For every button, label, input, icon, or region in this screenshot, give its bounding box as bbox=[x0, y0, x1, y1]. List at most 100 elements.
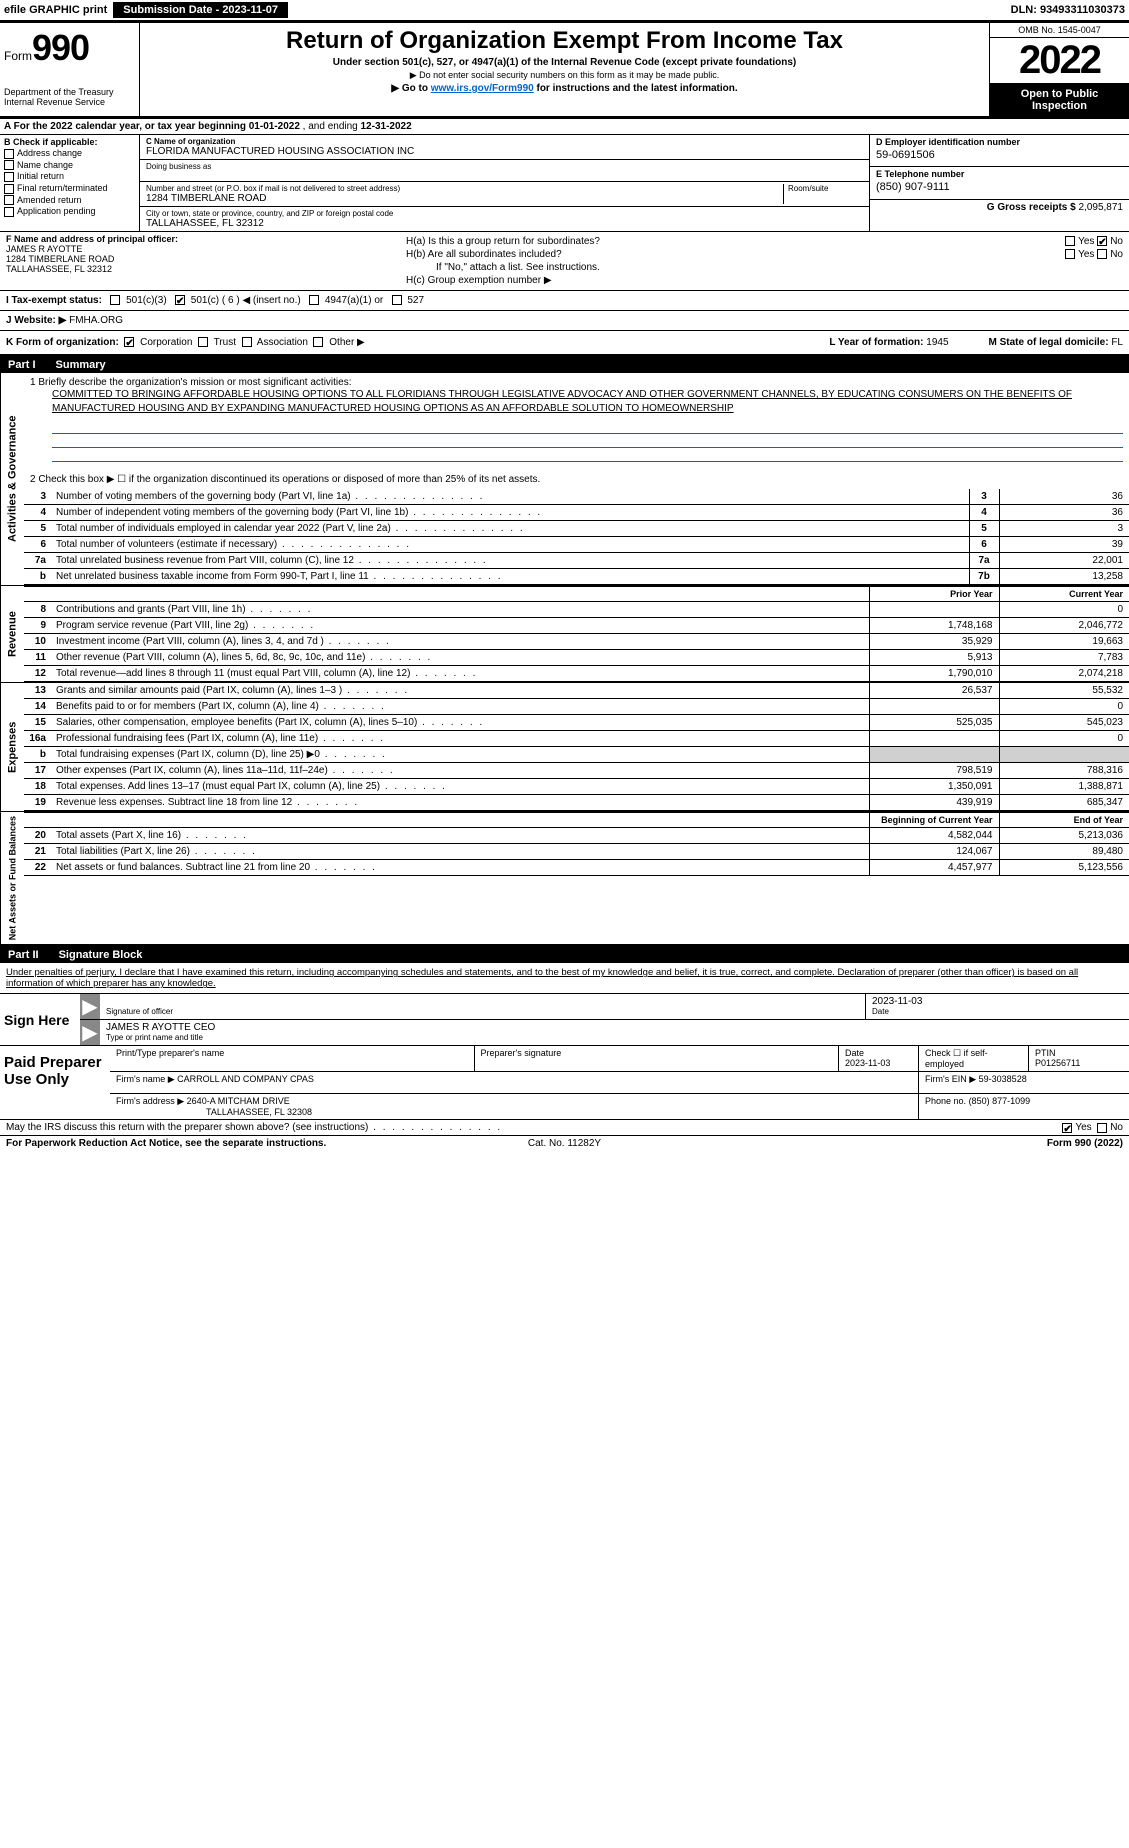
revenue-block: Revenue Prior YearCurrent Year 8Contribu… bbox=[0, 586, 1129, 683]
prep-date: 2023-11-03 bbox=[845, 1058, 912, 1068]
table-row: 5Total number of individuals employed in… bbox=[24, 521, 1129, 537]
org-name: FLORIDA MANUFACTURED HOUSING ASSOCIATION… bbox=[146, 146, 863, 157]
firm-addr1: 2640-A MITCHAM DRIVE bbox=[187, 1096, 290, 1106]
table-row: 13Grants and similar amounts paid (Part … bbox=[24, 683, 1129, 699]
cb-4947[interactable] bbox=[309, 295, 319, 305]
table-row: 7aTotal unrelated business revenue from … bbox=[24, 553, 1129, 569]
telephone: (850) 907-9111 bbox=[876, 181, 1123, 193]
signature-disclaimer: Under penalties of perjury, I declare th… bbox=[0, 963, 1129, 994]
col-f-officer: F Name and address of principal officer:… bbox=[0, 232, 400, 290]
cb-501c3[interactable] bbox=[110, 295, 120, 305]
table-row: 12Total revenue—add lines 8 through 11 (… bbox=[24, 666, 1129, 682]
cb-ha-no[interactable]: ✔ bbox=[1097, 236, 1107, 246]
table-row: 17Other expenses (Part IX, column (A), l… bbox=[24, 763, 1129, 779]
line-2: 2 Check this box ▶ ☐ if the organization… bbox=[24, 470, 1129, 489]
governance-table: 3Number of voting members of the governi… bbox=[24, 489, 1129, 585]
cb-hb-no[interactable] bbox=[1097, 249, 1107, 259]
table-row: 10Investment income (Part VIII, column (… bbox=[24, 634, 1129, 650]
cb-ha-yes[interactable] bbox=[1065, 236, 1075, 246]
table-row: bTotal fundraising expenses (Part IX, co… bbox=[24, 747, 1129, 763]
table-row: 15Salaries, other compensation, employee… bbox=[24, 715, 1129, 731]
cb-hb-yes[interactable] bbox=[1065, 249, 1075, 259]
sig-arrow-icon: ▶ bbox=[80, 994, 100, 1019]
street-address: 1284 TIMBERLANE ROAD bbox=[146, 193, 783, 204]
table-row: 18Total expenses. Add lines 13–17 (must … bbox=[24, 779, 1129, 795]
cb-corporation[interactable]: ✔ bbox=[124, 337, 134, 347]
row-k-form-org: K Form of organization: ✔ Corporation Tr… bbox=[0, 331, 1129, 357]
gross-receipts: 2,095,871 bbox=[1079, 202, 1124, 213]
table-row: 4Number of independent voting members of… bbox=[24, 505, 1129, 521]
net-assets-table: Beginning of Current YearEnd of Year 20T… bbox=[24, 812, 1129, 876]
ein: 59-0691506 bbox=[876, 149, 1123, 161]
dept-treasury: Department of the Treasury Internal Reve… bbox=[4, 87, 135, 107]
officer-name-title: JAMES R AYOTTE CEO bbox=[106, 1022, 1123, 1033]
part-1-header: Part I Summary bbox=[0, 357, 1129, 373]
cb-association[interactable] bbox=[242, 337, 252, 347]
dln-label: DLN: 93493311030373 bbox=[1011, 4, 1125, 16]
table-row: 19Revenue less expenses. Subtract line 1… bbox=[24, 795, 1129, 811]
discuss-row: May the IRS discuss this return with the… bbox=[0, 1120, 1129, 1136]
table-row: 9Program service revenue (Part VIII, lin… bbox=[24, 618, 1129, 634]
row-a-tax-year: A For the 2022 calendar year, or tax yea… bbox=[0, 119, 1129, 135]
omb-number: OMB No. 1545-0047 bbox=[990, 23, 1129, 38]
website-value: FMHA.ORG bbox=[69, 315, 123, 326]
table-row: 14Benefits paid to or for members (Part … bbox=[24, 699, 1129, 715]
form-number: 990 bbox=[32, 27, 89, 68]
cb-initial-return[interactable] bbox=[4, 172, 14, 182]
cb-trust[interactable] bbox=[198, 337, 208, 347]
cb-name-change[interactable] bbox=[4, 160, 14, 170]
cat-no: Cat. No. 11282Y bbox=[378, 1138, 750, 1149]
cb-application-pending[interactable] bbox=[4, 207, 14, 217]
header-left: Form990 Department of the Treasury Inter… bbox=[0, 23, 140, 116]
open-to-public: Open to Public Inspection bbox=[990, 84, 1129, 116]
section-bcd: B Check if applicable: Address change Na… bbox=[0, 135, 1129, 232]
form-subtitle-1: Under section 501(c), 527, or 4947(a)(1)… bbox=[148, 57, 981, 68]
vtab-governance: Activities & Governance bbox=[0, 373, 24, 585]
col-b-checkboxes: B Check if applicable: Address change Na… bbox=[0, 135, 140, 231]
table-row: 16aProfessional fundraising fees (Part I… bbox=[24, 731, 1129, 747]
table-row: 6Total number of volunteers (estimate if… bbox=[24, 537, 1129, 553]
paid-preparer-label: Paid Preparer Use Only bbox=[0, 1046, 110, 1119]
expenses-block: Expenses 13Grants and similar amounts pa… bbox=[0, 683, 1129, 812]
cb-other[interactable] bbox=[313, 337, 323, 347]
irs-link[interactable]: www.irs.gov/Form990 bbox=[431, 83, 534, 94]
vtab-net-assets: Net Assets or Fund Balances bbox=[0, 812, 24, 944]
efile-label: efile GRAPHIC print bbox=[4, 4, 107, 16]
revenue-table: Prior YearCurrent Year 8Contributions an… bbox=[24, 586, 1129, 682]
efile-topbar: efile GRAPHIC print Submission Date - 20… bbox=[0, 0, 1129, 20]
form-prefix: Form bbox=[4, 49, 32, 63]
expenses-table: 13Grants and similar amounts paid (Part … bbox=[24, 683, 1129, 811]
form-subtitle-3: ▶ Go to www.irs.gov/Form990 for instruct… bbox=[148, 83, 981, 94]
cb-discuss-no[interactable] bbox=[1097, 1123, 1107, 1133]
header-right: OMB No. 1545-0047 2022 Open to Public In… bbox=[989, 23, 1129, 116]
vtab-expenses: Expenses bbox=[0, 683, 24, 811]
table-row: 8Contributions and grants (Part VIII, li… bbox=[24, 602, 1129, 618]
part-2-header: Part II Signature Block bbox=[0, 947, 1129, 963]
form-title: Return of Organization Exempt From Incom… bbox=[148, 27, 981, 55]
table-row: 20Total assets (Part X, line 16)4,582,04… bbox=[24, 828, 1129, 844]
form-ref: Form 990 (2022) bbox=[751, 1138, 1123, 1149]
state-domicile: FL bbox=[1111, 337, 1123, 348]
ptin: P01256711 bbox=[1035, 1058, 1123, 1068]
table-row: 22Net assets or fund balances. Subtract … bbox=[24, 860, 1129, 876]
cb-final-return[interactable] bbox=[4, 184, 14, 194]
cb-amended[interactable] bbox=[4, 195, 14, 205]
submission-date-button[interactable]: Submission Date - 2023-11-07 bbox=[113, 2, 288, 18]
sign-here-label: Sign Here bbox=[0, 994, 80, 1045]
section-f-h: F Name and address of principal officer:… bbox=[0, 232, 1129, 291]
net-assets-block: Net Assets or Fund Balances Beginning of… bbox=[0, 812, 1129, 947]
table-row: bNet unrelated business taxable income f… bbox=[24, 569, 1129, 585]
row-i-tax-status: I Tax-exempt status: 501(c)(3) ✔ 501(c) … bbox=[0, 291, 1129, 311]
sign-here-row: Sign Here ▶ Signature of officer 2023-11… bbox=[0, 994, 1129, 1046]
cb-discuss-yes[interactable]: ✔ bbox=[1062, 1123, 1072, 1133]
year-formation: 1945 bbox=[926, 337, 948, 348]
sig-arrow-icon-2: ▶ bbox=[80, 1020, 100, 1045]
col-h-group: H(a) Is this a group return for subordin… bbox=[400, 232, 1129, 290]
cb-501c[interactable]: ✔ bbox=[175, 295, 185, 305]
firm-ein: 59-3038528 bbox=[979, 1074, 1027, 1084]
sig-date: 2023-11-03 bbox=[872, 996, 1123, 1007]
paperwork-notice: For Paperwork Reduction Act Notice, see … bbox=[6, 1138, 378, 1149]
cb-address-change[interactable] bbox=[4, 149, 14, 159]
cb-527[interactable] bbox=[392, 295, 402, 305]
table-row: 3Number of voting members of the governi… bbox=[24, 489, 1129, 505]
